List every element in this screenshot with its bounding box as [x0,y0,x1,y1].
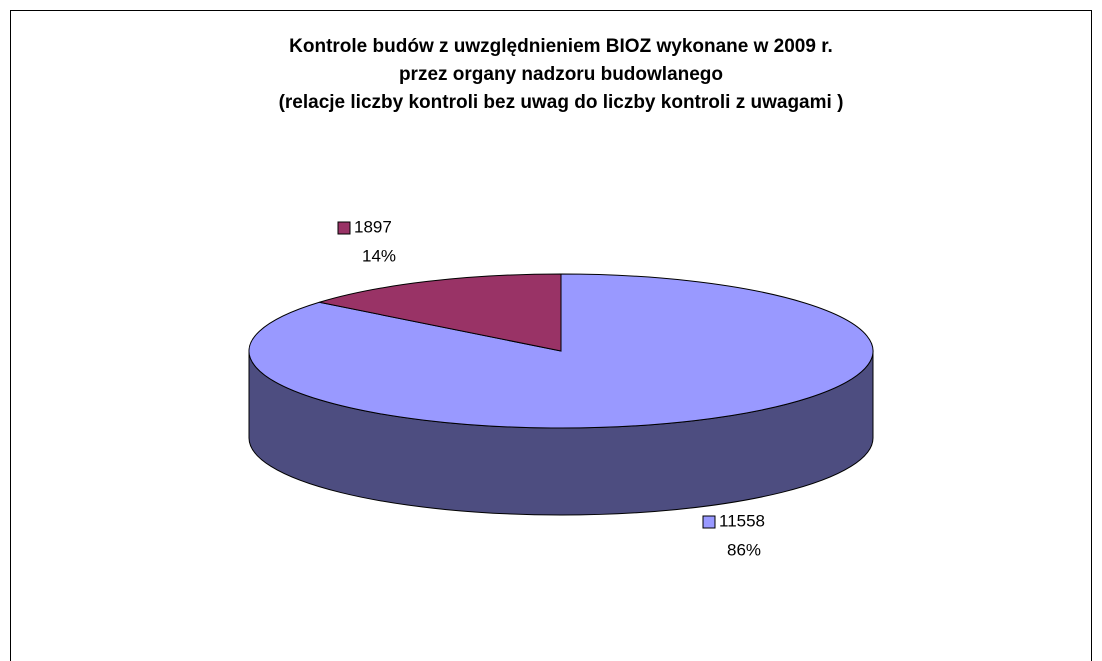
chart-title: przez organy nadzoru budowlanego [399,64,723,85]
chart-title: Kontrole budów z uwzględnieniem BIOZ wyk… [289,36,833,57]
percent-label: 14% [362,246,396,265]
legend-key [702,515,716,529]
legend-key [337,221,351,235]
value-label: 11558 [719,511,765,530]
chart-title: (relacje liczby kontroli bez uwag do lic… [279,92,844,113]
value-label: 1897 [354,217,392,236]
percent-label: 86% [727,540,761,559]
pie-slice [319,273,562,352]
